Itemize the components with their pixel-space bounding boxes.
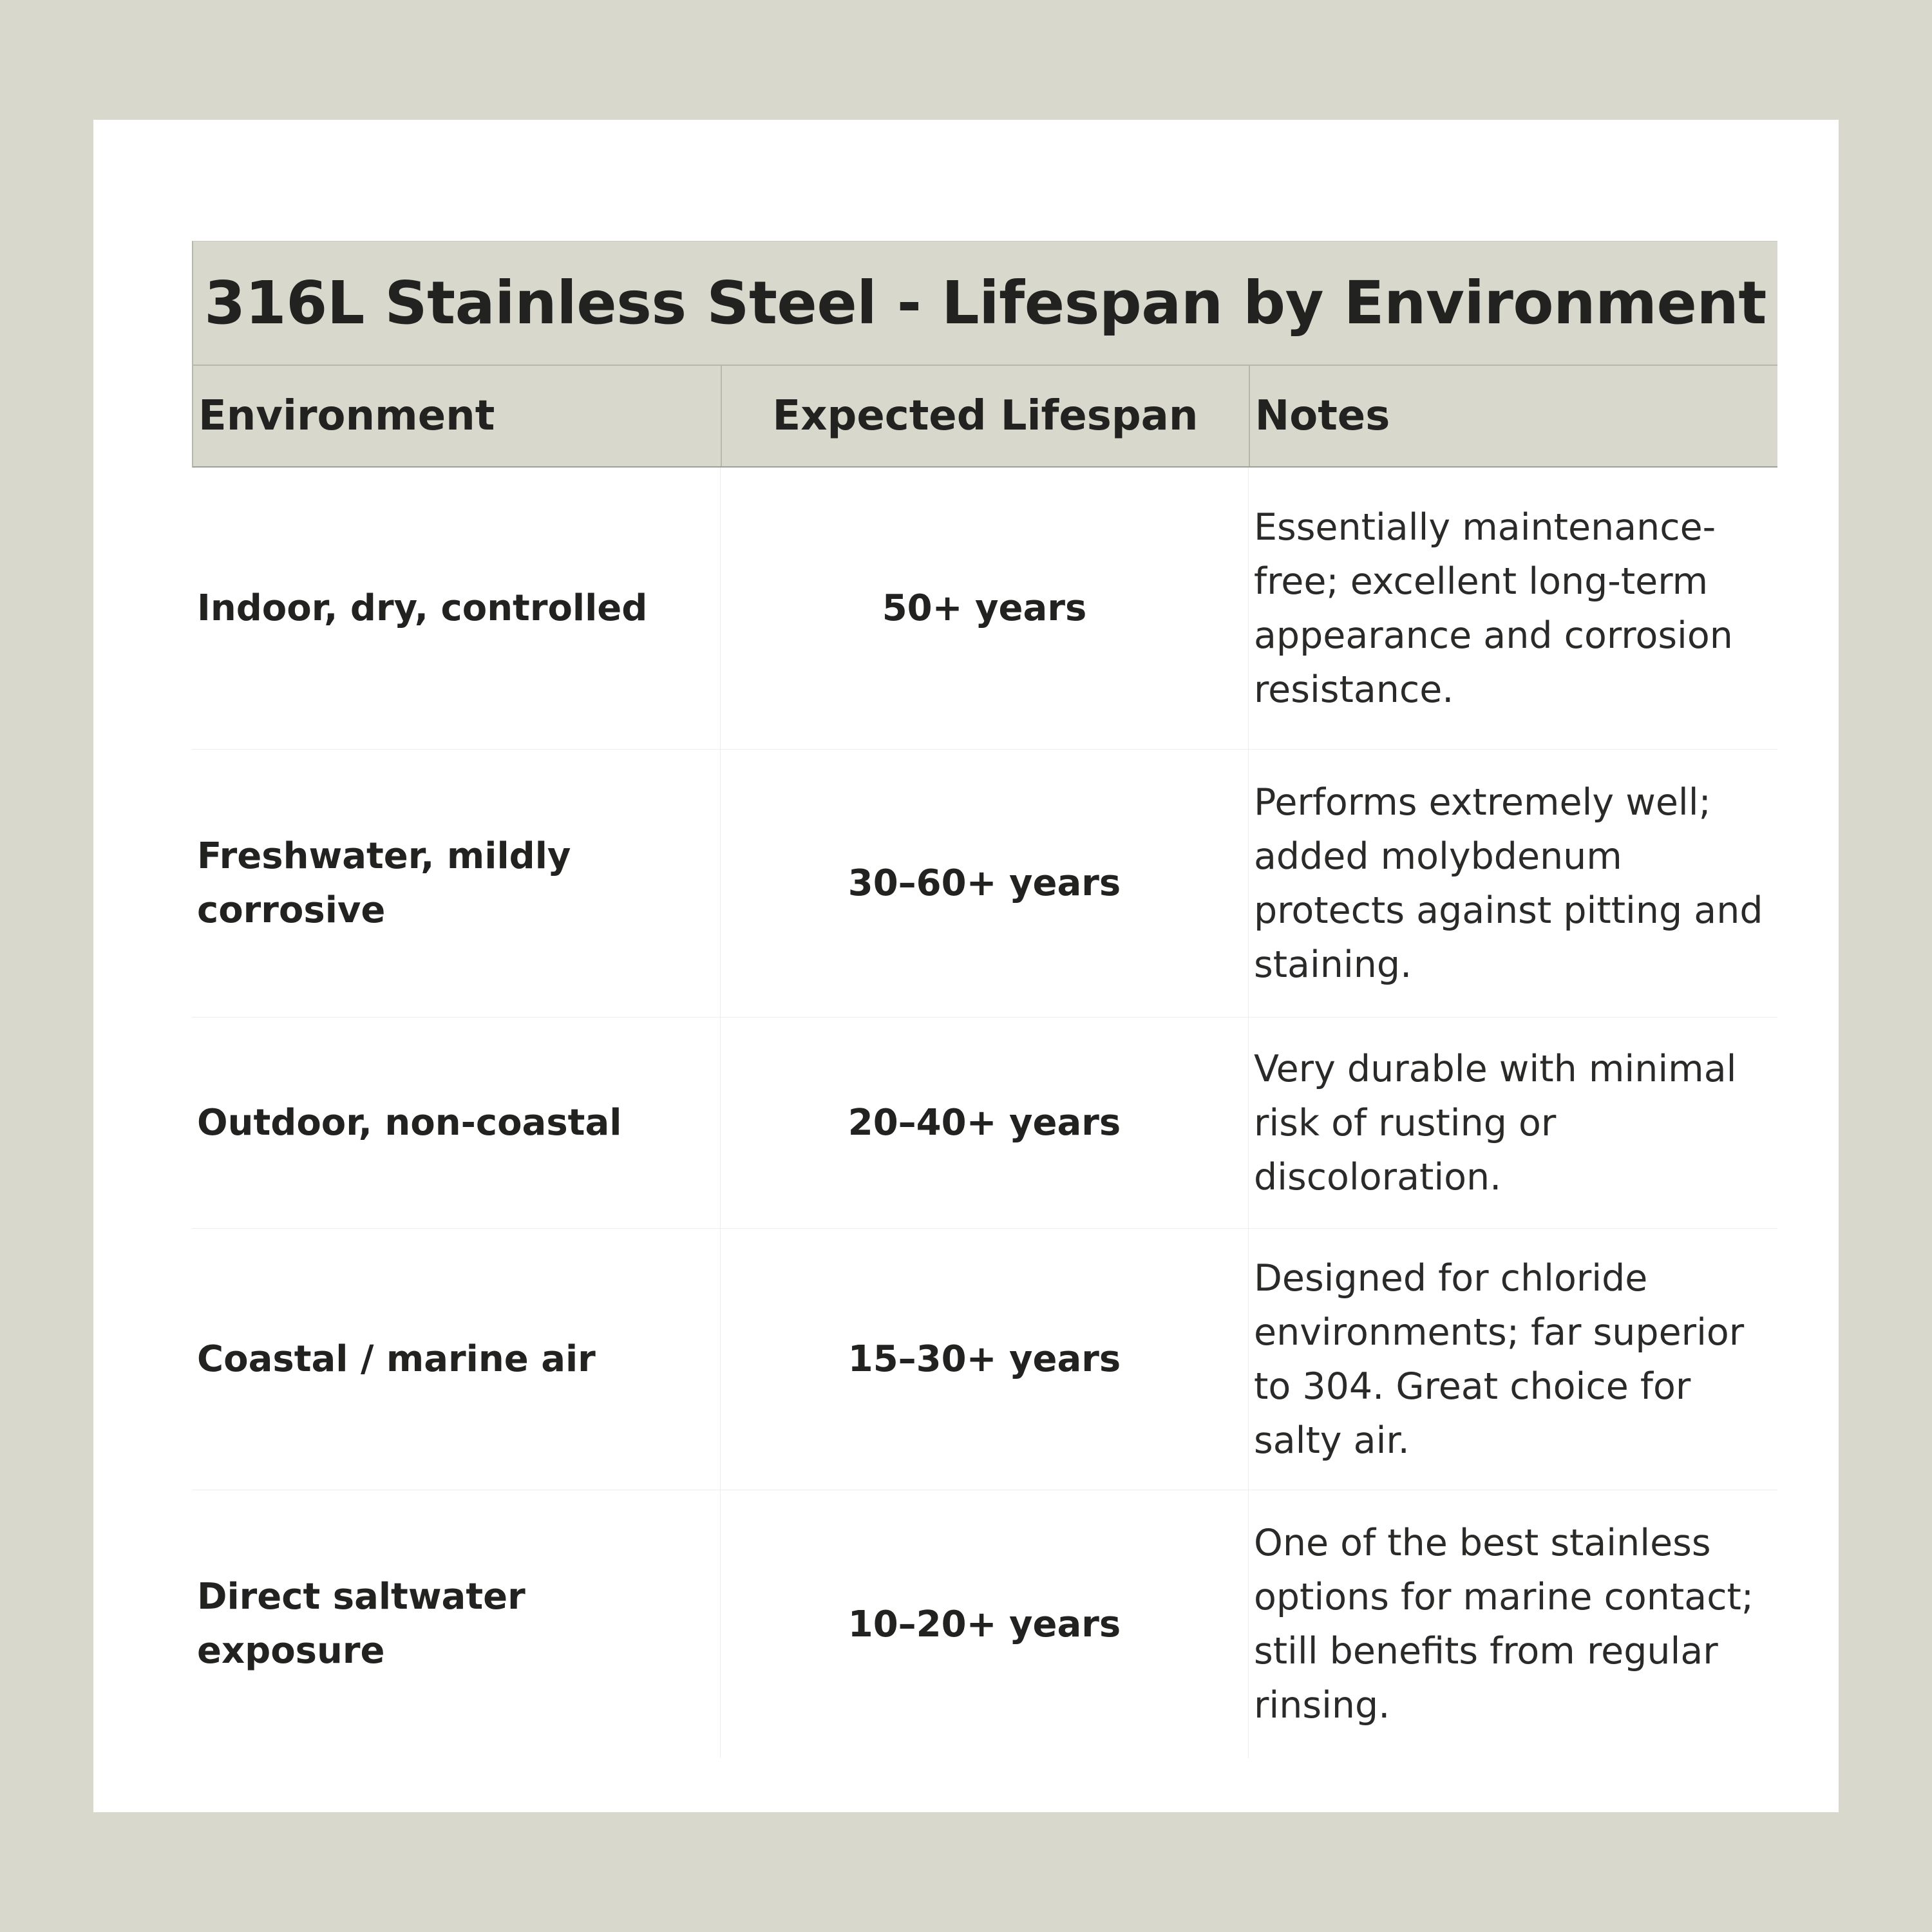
header-notes: Notes: [1248, 366, 1777, 466]
environment-text: Freshwater, mildly corrosive: [197, 835, 571, 931]
lifespan-text: 50+ years: [882, 587, 1087, 629]
lifespan-table: 316L Stainless Steel - Lifespan by Envir…: [192, 241, 1777, 1758]
table-row: Coastal / marine air 15–30+ years Design…: [192, 1229, 1777, 1490]
cell-notes: Performs extremely well; added molybdenu…: [1248, 750, 1777, 1017]
environment-text: Outdoor, non-coastal: [197, 1101, 622, 1144]
document-card: 316L Stainless Steel - Lifespan by Envir…: [93, 120, 1839, 1812]
cell-notes: Designed for chloride environments; far …: [1248, 1229, 1777, 1490]
lifespan-text: 20–40+ years: [848, 1102, 1121, 1144]
table-title: 316L Stainless Steel - Lifespan by Envir…: [204, 269, 1766, 337]
environment-text: Direct saltwater exposure: [197, 1576, 526, 1672]
cell-environment: Freshwater, mildly corrosive: [192, 750, 720, 1017]
cell-lifespan: 30–60+ years: [720, 750, 1248, 1017]
table-row: Outdoor, non-coastal 20–40+ years Very d…: [192, 1018, 1777, 1229]
lifespan-text: 10–20+ years: [848, 1603, 1121, 1645]
cell-notes: Very durable with minimal risk of rustin…: [1248, 1018, 1777, 1228]
cell-lifespan: 10–20+ years: [720, 1490, 1248, 1758]
lifespan-text: 30–60+ years: [848, 862, 1121, 904]
cell-notes: One of the best stainless options for ma…: [1248, 1490, 1777, 1758]
cell-lifespan: 50+ years: [720, 468, 1248, 749]
notes-text: One of the best stainless options for ma…: [1254, 1522, 1754, 1727]
header-environment: Environment: [198, 392, 495, 440]
notes-text: Designed for chloride environments; far …: [1254, 1256, 1745, 1462]
cell-lifespan: 20–40+ years: [720, 1018, 1248, 1228]
notes-text: Essentially maintenance-free; excellent …: [1254, 506, 1733, 711]
table-row: Indoor, dry, controlled 50+ years Essent…: [192, 468, 1777, 750]
cell-notes: Essentially maintenance-free; excellent …: [1248, 468, 1777, 749]
environment-text: Coastal / marine air: [197, 1338, 596, 1380]
cell-environment: Indoor, dry, controlled: [192, 468, 720, 749]
table-header-row: Environment Expected Lifespan Notes: [192, 365, 1777, 468]
cell-environment: Direct saltwater exposure: [192, 1490, 720, 1758]
notes-text: Performs extremely well; added molybdenu…: [1254, 781, 1763, 986]
notes-text: Very durable with minimal risk of rustin…: [1254, 1047, 1737, 1198]
table-row: Freshwater, mildly corrosive 30–60+ year…: [192, 750, 1777, 1018]
table-row: Direct saltwater exposure 10–20+ years O…: [192, 1490, 1777, 1758]
lifespan-text: 15–30+ years: [848, 1338, 1121, 1380]
cell-environment: Outdoor, non-coastal: [192, 1018, 720, 1228]
cell-environment: Coastal / marine air: [192, 1229, 720, 1490]
table-title-bar: 316L Stainless Steel - Lifespan by Envir…: [192, 241, 1777, 365]
cell-lifespan: 15–30+ years: [720, 1229, 1248, 1490]
header-expected-lifespan: Expected Lifespan: [721, 366, 1248, 466]
environment-text: Indoor, dry, controlled: [197, 587, 648, 629]
